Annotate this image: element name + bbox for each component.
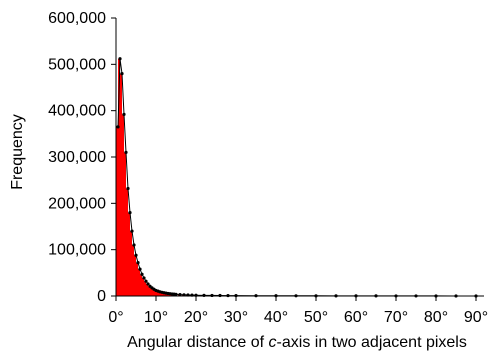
histogram-bar xyxy=(120,73,122,296)
data-point xyxy=(178,293,182,297)
y-axis-title: Frequency xyxy=(9,114,26,190)
histogram-bar xyxy=(132,245,134,296)
histogram-bar xyxy=(148,286,150,296)
y-tick-label: 300,000 xyxy=(48,149,106,166)
y-tick-label: 100,000 xyxy=(48,242,106,259)
histogram-bar xyxy=(138,269,140,296)
data-point xyxy=(174,292,178,296)
histogram-bar xyxy=(116,126,118,296)
y-axis-ticks: 0 100,000 200,000 300,000 400,000 500,000 600,… xyxy=(48,10,116,305)
data-point xyxy=(210,293,214,298)
histogram-bar xyxy=(130,231,132,296)
series-line xyxy=(117,58,476,297)
histogram-bar xyxy=(126,188,128,296)
data-point xyxy=(142,276,146,280)
data-point xyxy=(124,150,128,154)
histogram-bar xyxy=(164,293,166,296)
data-point xyxy=(134,253,138,257)
y-tick-label: 600,000 xyxy=(48,10,106,27)
data-point xyxy=(120,72,124,76)
histogram-bar xyxy=(136,262,138,296)
histogram-bar xyxy=(122,114,124,296)
histogram-bar xyxy=(142,277,144,296)
histogram-bar xyxy=(160,292,162,296)
data-point xyxy=(128,211,132,215)
data-point xyxy=(118,57,122,61)
x-tick-label: 50° xyxy=(304,309,328,326)
data-markers xyxy=(116,57,478,298)
x-tick-label: 60° xyxy=(344,309,368,326)
x-tick-label: 0° xyxy=(108,309,123,326)
histogram-bar xyxy=(128,212,130,296)
histogram-bar xyxy=(146,283,148,296)
histogram-bar xyxy=(152,289,154,296)
x-axis-title-italic: c xyxy=(269,334,277,351)
data-point xyxy=(146,282,150,286)
histogram-bar xyxy=(166,293,168,296)
histogram-bar xyxy=(154,290,156,296)
x-axis-ticks: 0° 10° 20° 30° 40° 50° 60° 70° 80° 90° xyxy=(108,296,488,326)
data-point xyxy=(116,125,120,129)
histogram-bar xyxy=(156,291,158,296)
histogram-bar xyxy=(150,287,152,296)
histogram-bar xyxy=(134,255,136,296)
data-point xyxy=(132,243,136,247)
x-tick-label: 90° xyxy=(464,309,488,326)
y-tick-label: 200,000 xyxy=(48,195,106,212)
histogram-bar xyxy=(124,152,126,296)
x-axis-title-start: Angular distance of xyxy=(127,334,268,351)
histogram-bar xyxy=(118,58,120,297)
data-point xyxy=(144,279,148,283)
data-point xyxy=(140,272,144,276)
histogram-bar xyxy=(162,292,164,296)
histogram-bar xyxy=(144,281,146,296)
x-tick-label: 30° xyxy=(224,309,248,326)
histogram-bars xyxy=(116,58,476,297)
y-tick-label: 500,000 xyxy=(48,56,106,73)
data-point xyxy=(138,267,142,271)
histogram-bar xyxy=(140,274,142,296)
data-point xyxy=(126,186,130,191)
x-tick-label: 40° xyxy=(264,309,288,326)
data-point xyxy=(130,229,134,233)
y-tick-label: 0 xyxy=(97,288,106,305)
x-tick-label: 80° xyxy=(424,309,448,326)
x-tick-label: 10° xyxy=(144,309,168,326)
data-point xyxy=(136,261,140,265)
x-tick-label: 20° xyxy=(184,309,208,326)
y-tick-label: 400,000 xyxy=(48,103,106,120)
histogram-bar xyxy=(158,291,160,296)
x-axis-title: Angular distance of c-axis in two adjace… xyxy=(127,334,467,351)
x-axis-title-end: -axis in two adjacent pixels xyxy=(277,334,467,351)
data-point xyxy=(122,112,126,116)
axes xyxy=(115,18,484,297)
x-tick-label: 70° xyxy=(384,309,408,326)
